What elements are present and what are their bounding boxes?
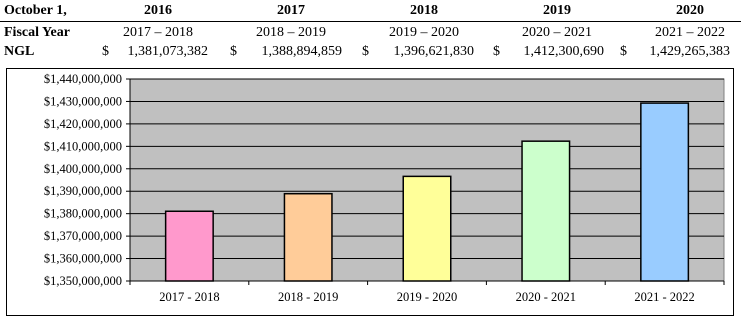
ngl-label: NGL [4, 44, 35, 59]
year-2019: 2019 [543, 3, 571, 18]
x-tick-label: 2019 - 2020 [397, 290, 457, 304]
y-tick-label: $1,390,000,000 [44, 184, 122, 198]
currency-symbol: $ [230, 44, 237, 59]
y-tick-label: $1,370,000,000 [44, 229, 122, 243]
year-2018: 2018 [410, 3, 438, 18]
ngl-value: 1,429,265,383 [649, 44, 731, 59]
fiscal-year-cell: 2018 – 2019 [256, 25, 326, 40]
currency-symbol: $ [362, 44, 369, 59]
table-row-fiscal-year: Fiscal Year 2017 – 2018 2018 – 2019 2019… [0, 24, 741, 42]
ngl-bar-chart: $1,350,000,000 $1,360,000,000 $1,370,000,0… [44, 72, 725, 304]
year-2020: 2020 [676, 3, 704, 18]
header-label: October 1, [4, 3, 67, 18]
year-2016: 2016 [144, 3, 172, 18]
table-row-years: October 1, 2016 2017 2018 2019 2020 [0, 2, 741, 20]
bar [164, 210, 214, 282]
header-divider [0, 21, 741, 22]
y-tick-label: $1,350,000,000 [44, 274, 122, 288]
y-tick-label: $1,420,000,000 [44, 117, 122, 131]
y-tick-label: $1,360,000,000 [44, 252, 122, 266]
fiscal-year-cell: 2020 – 2021 [522, 25, 592, 40]
x-tick-label: 2018 - 2019 [278, 290, 338, 304]
ngl-value: 1,381,073,382 [127, 44, 209, 59]
y-tick-label: $1,440,000,000 [44, 72, 122, 86]
y-tick-label: $1,410,000,000 [44, 139, 122, 153]
fiscal-year-cell: 2019 – 2020 [389, 25, 459, 40]
currency-symbol: $ [493, 44, 500, 59]
y-tick-label: $1,380,000,000 [44, 207, 122, 221]
ngl-value: 1,412,300,690 [523, 44, 605, 59]
ngl-value: 1,396,621,830 [393, 44, 475, 59]
chart-frame: $1,350,000,000 $1,360,000,000 $1,370,000,0… [6, 68, 734, 316]
year-2017: 2017 [277, 3, 305, 18]
fiscal-year-cell: 2021 – 2022 [655, 25, 725, 40]
fiscal-year-cell: 2017 – 2018 [123, 25, 193, 40]
y-tick-label: $1,400,000,000 [44, 162, 122, 176]
currency-symbol: $ [620, 44, 627, 59]
bar [640, 102, 690, 282]
x-tick-label: 2017 - 2018 [159, 290, 219, 304]
x-tick-label: 2021 - 2022 [634, 290, 694, 304]
currency-symbol: $ [102, 44, 109, 59]
fiscal-year-label: Fiscal Year [4, 25, 70, 40]
bar [521, 140, 571, 282]
bar [283, 192, 333, 282]
bar [402, 175, 452, 282]
table-row-ngl: NGL $ 1,381,073,382 $ 1,388,894,859 $ 1,… [0, 43, 741, 61]
x-tick-label: 2020 - 2021 [516, 290, 576, 304]
ngl-value: 1,388,894,859 [261, 44, 343, 59]
y-tick-label: $1,430,000,000 [44, 94, 122, 108]
